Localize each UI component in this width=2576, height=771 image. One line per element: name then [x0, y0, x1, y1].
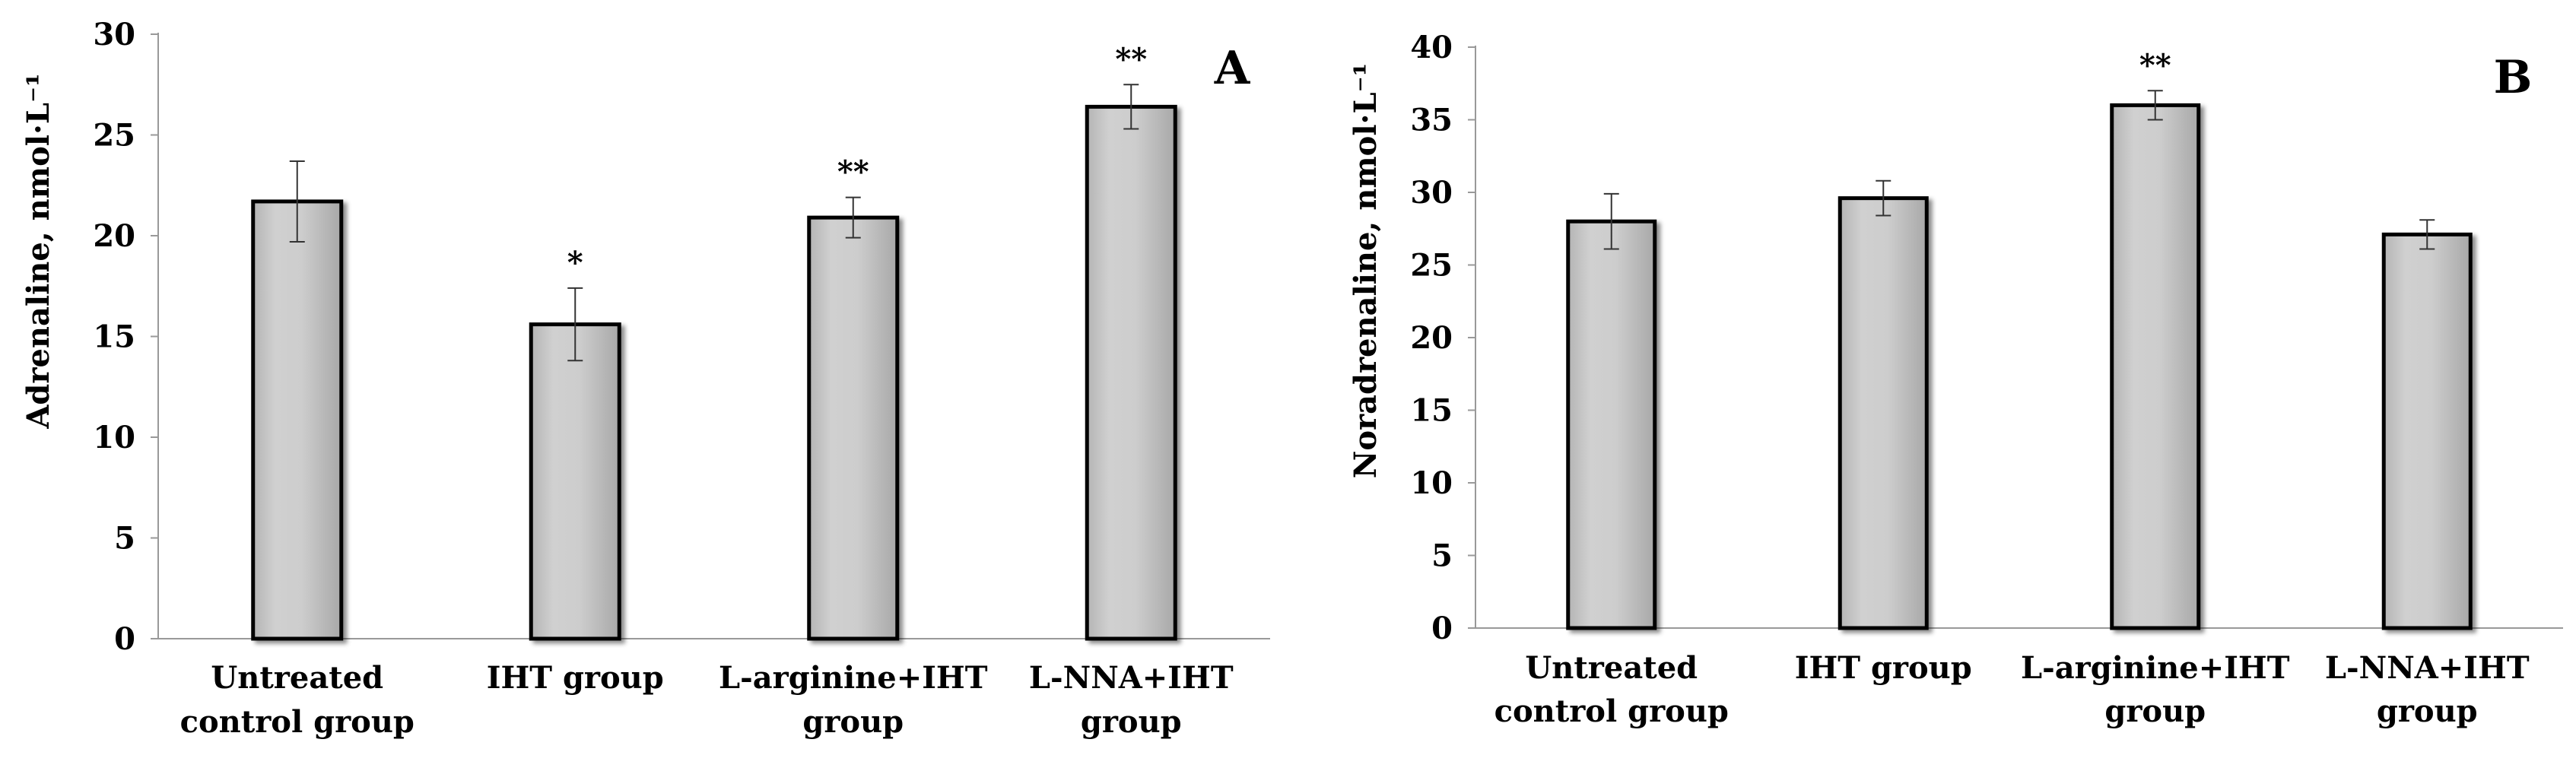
category-label: L-NNA+IHT: [1029, 660, 1234, 696]
category-label: group: [802, 704, 904, 740]
bar-b-1: [1566, 219, 1657, 630]
y-tick-label: 35: [1410, 103, 1453, 138]
y-tick-label: 30: [93, 17, 135, 52]
y-tick-label: 15: [93, 319, 135, 355]
y-tick-label: 25: [1410, 248, 1453, 284]
y-tick-label: 10: [93, 420, 135, 455]
significance-marker: *: [567, 245, 583, 281]
category-label: group: [2104, 693, 2206, 729]
bar-a-3: [807, 215, 900, 641]
category-label: group: [2377, 693, 2478, 729]
y-tick-label: 20: [1410, 320, 1453, 356]
category-label: IHT group: [487, 660, 664, 696]
category-label: Untreated: [1525, 650, 1698, 686]
y-tick-label: 30: [1410, 175, 1453, 211]
category-label: L-arginine+IHT: [719, 660, 988, 696]
category-label: control group: [180, 704, 415, 740]
category-label: L-arginine+IHT: [2021, 650, 2290, 686]
significance-marker: **: [837, 154, 869, 190]
y-tick-label: 20: [93, 218, 135, 254]
chart-panel-b: 0 5 10 15 20 25 30 35 40 Noradrenaline, nmol·L⁻¹ B…: [1348, 30, 2563, 729]
category-label: control group: [1494, 693, 1729, 729]
bar-a-1: [251, 199, 344, 641]
category-label: group: [1081, 704, 1182, 740]
chart-panel-a: 0 5 10 15 20 25 30 Adrenaline, nmol·L⁻¹ A Untreat…: [21, 17, 1270, 740]
significance-marker: **: [2139, 47, 2171, 83]
bar-b-2: [1838, 196, 1929, 630]
bar-b-3: [2110, 103, 2201, 630]
y-tick-label: 40: [1410, 30, 1453, 65]
y-tick-label: 0: [1431, 611, 1453, 646]
significance-marker: **: [1115, 41, 1147, 77]
bar-a-2: [529, 322, 621, 641]
bar-a-4: [1085, 104, 1177, 641]
panel-label-b: B: [2494, 51, 2533, 104]
category-label: L-NNA+IHT: [2325, 650, 2530, 686]
y-tick-label: 0: [114, 621, 135, 657]
y-tick-label: 25: [93, 118, 135, 154]
y-tick-label: 5: [114, 521, 135, 557]
y-axis-label-b: Noradrenaline, nmol·L⁻¹: [1348, 63, 1383, 478]
panel-label-a: A: [1214, 42, 1251, 95]
bar-b-4: [2381, 232, 2473, 630]
category-label: IHT group: [1795, 650, 1972, 686]
y-tick-label: 10: [1410, 465, 1453, 501]
category-label: Untreated: [211, 660, 383, 696]
y-axis-label-a: Adrenaline, nmol·L⁻¹: [21, 73, 56, 429]
y-tick-label: 5: [1431, 538, 1453, 574]
y-tick-label: 15: [1410, 393, 1453, 429]
